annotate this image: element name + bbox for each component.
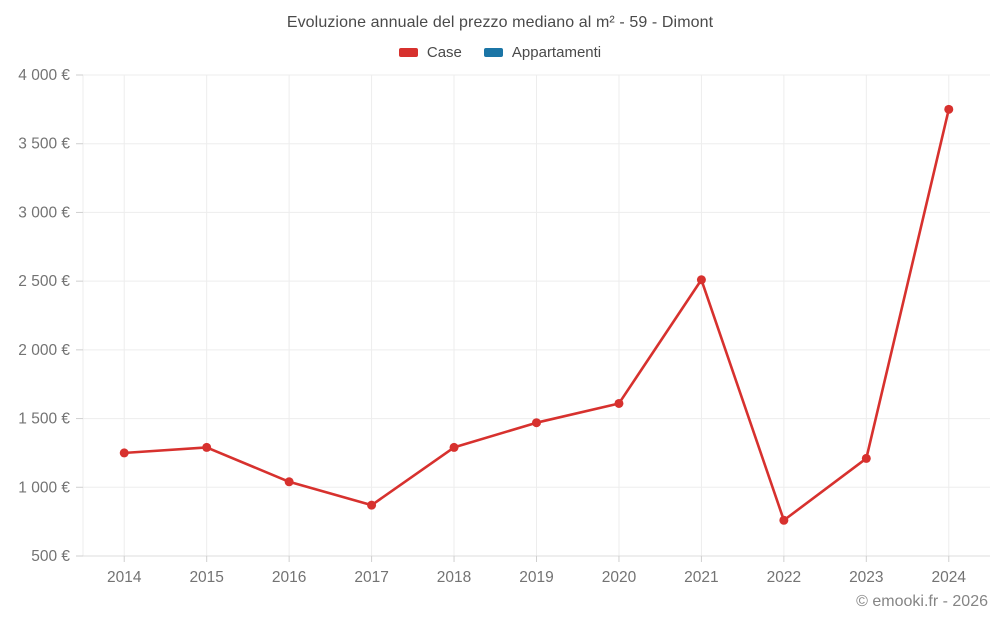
y-axis-label: 3 000 € — [18, 204, 70, 221]
chart-title: Evoluzione annuale del prezzo mediano al… — [286, 14, 714, 31]
data-point-case[interactable] — [367, 500, 377, 510]
y-axis-label: 4 000 € — [18, 67, 70, 84]
x-axis-label: 2023 — [849, 569, 883, 586]
data-point-case[interactable] — [532, 418, 541, 428]
data-point-case[interactable] — [202, 442, 212, 452]
data-point-case[interactable] — [119, 448, 129, 458]
footer-credit: © emooki.fr - 2026 — [856, 593, 988, 610]
data-point-case[interactable] — [779, 515, 789, 525]
legend-swatch-case-icon — [398, 48, 418, 57]
y-axis-label: 3 500 € — [18, 136, 70, 153]
x-axis-label: 2017 — [354, 569, 388, 586]
axis-tick-marks — [76, 74, 950, 562]
y-axis-label: 2 500 € — [18, 273, 70, 290]
legend-label-appartamenti: Appartamenti — [511, 44, 602, 61]
x-axis-label: 2019 — [519, 569, 553, 586]
y-axis-label: 500 € — [31, 548, 70, 565]
legend-item-appartamenti[interactable]: Appartamenti — [483, 44, 602, 61]
data-point-case[interactable] — [696, 275, 706, 285]
x-axis-label: 2021 — [684, 569, 718, 586]
x-axis-labels: 2014 2015 2016 2017 2018 2019 2020 2021 2022 2023… — [107, 569, 966, 586]
y-axis-label: 1 000 € — [18, 479, 70, 496]
x-axis-label: 2015 — [189, 569, 223, 586]
y-axis-label: 2 000 € — [18, 342, 70, 359]
data-point-case[interactable] — [284, 477, 294, 487]
x-axis-label: 2018 — [437, 569, 471, 586]
y-axis-label: 1 500 € — [18, 411, 70, 428]
legend-swatch-appartamenti-icon — [483, 48, 503, 57]
y-axis-labels: 500 € 1 000 € 1 500 € 2 000 € 2 500 € 3 000 €… — [18, 67, 70, 565]
legend-item-case[interactable]: Case — [398, 44, 462, 61]
x-axis-label: 2014 — [107, 569, 142, 586]
x-axis-label: 2020 — [602, 569, 637, 586]
x-axis-label: 2022 — [767, 569, 801, 586]
data-point-case[interactable] — [944, 104, 954, 114]
series-points — [119, 104, 954, 525]
data-point-case[interactable] — [449, 442, 459, 452]
data-point-case[interactable] — [614, 398, 624, 408]
legend-label-case: Case — [426, 44, 462, 61]
x-axis-label: 2016 — [272, 569, 306, 586]
x-axis-label: 2024 — [932, 569, 967, 586]
data-point-case[interactable] — [861, 453, 871, 463]
gridlines-vertical — [82, 75, 950, 556]
legend: Case Appartamenti — [0, 44, 1000, 61]
